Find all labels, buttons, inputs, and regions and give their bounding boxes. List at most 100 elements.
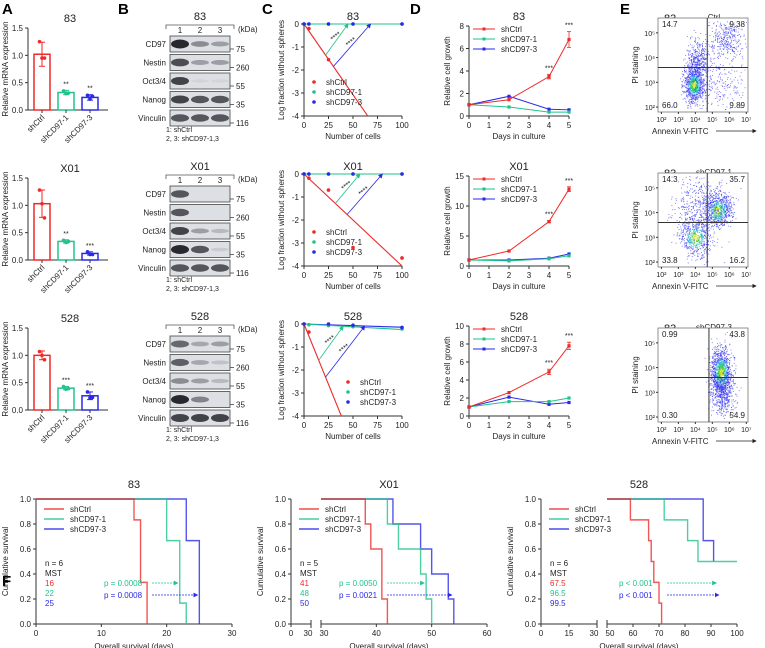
event-dot bbox=[695, 37, 696, 39]
event-dot bbox=[697, 95, 699, 97]
event-dot bbox=[684, 206, 686, 208]
x-tick-label: 0 bbox=[302, 121, 307, 130]
event-dot bbox=[699, 81, 701, 82]
event-dot bbox=[735, 29, 737, 31]
legend-marker bbox=[312, 100, 316, 104]
event-dot bbox=[682, 229, 684, 231]
event-dot bbox=[717, 219, 719, 221]
event-dot bbox=[730, 27, 732, 29]
event-dot bbox=[715, 374, 717, 376]
data-point bbox=[507, 400, 511, 404]
event-dot bbox=[688, 243, 690, 245]
event-dot bbox=[692, 223, 693, 225]
event-dot bbox=[700, 54, 702, 56]
event-dot bbox=[710, 210, 712, 212]
event-dot bbox=[700, 233, 702, 235]
event-dot bbox=[730, 46, 732, 47]
legend-marker bbox=[346, 380, 350, 384]
event-dot bbox=[743, 34, 745, 36]
event-dot bbox=[686, 246, 688, 248]
event-dot bbox=[732, 196, 734, 198]
event-dot bbox=[699, 253, 701, 255]
event-dot bbox=[694, 214, 696, 215]
event-dot bbox=[690, 238, 692, 240]
event-dot bbox=[700, 87, 701, 89]
event-dot bbox=[698, 51, 700, 53]
event-dot bbox=[724, 220, 726, 222]
event-dot bbox=[706, 205, 707, 207]
event-dot bbox=[722, 208, 724, 210]
event-dot bbox=[687, 230, 689, 231]
event-dot bbox=[705, 63, 707, 65]
event-dot bbox=[712, 211, 714, 213]
event-dot bbox=[725, 205, 727, 207]
event-dot bbox=[680, 198, 682, 200]
event-dot bbox=[718, 203, 719, 205]
event-dot bbox=[712, 69, 714, 70]
event-dot bbox=[696, 229, 698, 231]
event-dot bbox=[701, 49, 703, 51]
protein-label: Oct3/4 bbox=[142, 227, 166, 236]
event-dot bbox=[712, 221, 714, 223]
event-dot bbox=[708, 200, 710, 202]
event-dot bbox=[709, 234, 711, 236]
event-dot bbox=[695, 86, 697, 88]
event-dot bbox=[695, 236, 697, 237]
event-dot bbox=[692, 54, 694, 56]
event-dot bbox=[697, 223, 699, 225]
event-dot bbox=[682, 230, 684, 232]
event-dot bbox=[692, 224, 694, 225]
event-dot bbox=[716, 67, 718, 69]
event-dot bbox=[700, 63, 702, 65]
event-dot bbox=[705, 196, 706, 198]
event-dot bbox=[686, 212, 688, 213]
x-tick-label: 1 bbox=[487, 421, 492, 430]
event-dot bbox=[719, 213, 721, 215]
event-dot bbox=[720, 46, 722, 48]
event-dot bbox=[730, 25, 732, 27]
arrow-shcd97-1 bbox=[335, 173, 361, 204]
event-dot bbox=[697, 238, 699, 240]
event-dot bbox=[695, 104, 697, 106]
event-dot bbox=[715, 206, 717, 208]
event-dot bbox=[738, 28, 740, 30]
event-dot bbox=[703, 245, 705, 247]
event-dot bbox=[718, 37, 720, 39]
event-dot bbox=[699, 76, 701, 78]
event-dot bbox=[718, 202, 720, 204]
event-dot bbox=[688, 83, 690, 85]
event-dot bbox=[726, 33, 728, 35]
event-dot bbox=[715, 205, 716, 207]
event-dot bbox=[728, 45, 730, 47]
event-dot bbox=[714, 223, 716, 225]
event-dot bbox=[693, 30, 695, 32]
event-dot bbox=[727, 41, 729, 43]
event-dot bbox=[728, 361, 730, 363]
event-dot bbox=[704, 243, 706, 245]
event-dot bbox=[698, 207, 700, 208]
event-dot bbox=[712, 348, 713, 350]
event-dot bbox=[702, 91, 704, 93]
event-dot bbox=[723, 41, 725, 43]
event-dot bbox=[718, 218, 719, 220]
event-dot bbox=[708, 85, 710, 87]
event-dot bbox=[696, 239, 698, 241]
event-dot bbox=[689, 73, 691, 75]
event-dot bbox=[716, 358, 717, 360]
event-dot bbox=[693, 84, 695, 86]
event-dot bbox=[717, 353, 719, 355]
event-dot bbox=[734, 357, 736, 359]
x-tick-label: 10⁴ bbox=[690, 117, 701, 124]
event-dot bbox=[701, 254, 703, 256]
event-dot bbox=[693, 228, 695, 230]
event-dot bbox=[697, 199, 699, 201]
event-dot bbox=[710, 200, 712, 202]
event-dot bbox=[701, 211, 703, 213]
event-dot bbox=[723, 69, 725, 71]
event-dot bbox=[711, 62, 713, 64]
event-dot bbox=[695, 70, 697, 72]
event-dot bbox=[706, 58, 708, 60]
event-dot bbox=[688, 55, 690, 56]
